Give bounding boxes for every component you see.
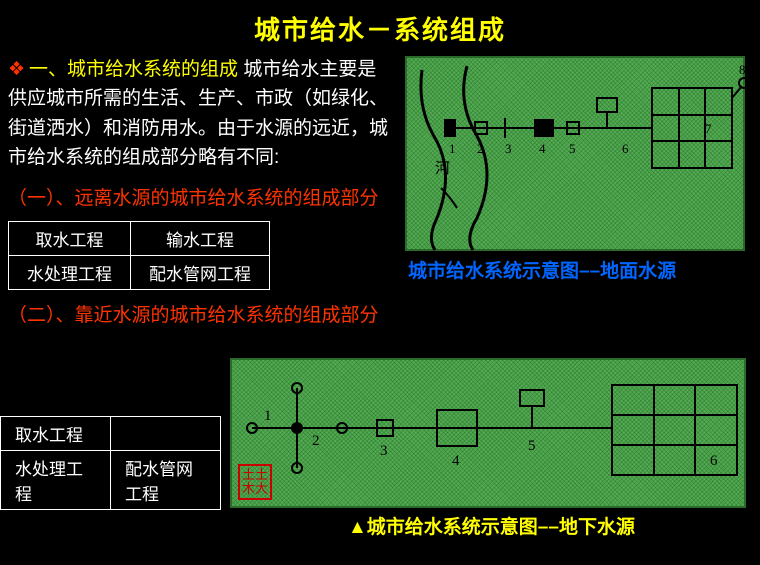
table-cell: 取水工程 <box>9 222 131 256</box>
d2-label-2: 2 <box>312 433 320 449</box>
d1-label-1: 1 <box>449 141 456 156</box>
d2-label-6: 6 <box>710 453 718 469</box>
table-cell: 输水工程 <box>131 222 270 256</box>
d1-label-4: 4 <box>539 141 546 156</box>
table-row: 取水工程 输水工程 <box>9 222 270 256</box>
table-row: 水处理工程 配水管网工程 <box>9 256 270 290</box>
diagram-ground-water: 1 2 3 4 5 6 土土木大 <box>230 358 746 508</box>
table-row: 取水工程 <box>1 417 221 451</box>
diagram1-caption: 城市给水系统示意图––地面水源 <box>408 256 738 283</box>
diagram1-svg: 1 2 3 4 5 6 7 8 河 <box>407 58 747 253</box>
d1-river-label: 河 <box>435 160 450 177</box>
table-cell: 配水管网工程 <box>111 451 221 510</box>
table-cell: 取水工程 <box>1 417 111 451</box>
table-cell: 水处理工程 <box>1 451 111 510</box>
d1-label-6: 6 <box>622 141 629 156</box>
d2-label-4: 4 <box>452 453 460 469</box>
table-row: 水处理工程 配水管网工程 <box>1 451 221 510</box>
intro-heading: 一、城市给水系统的组成 <box>29 59 238 80</box>
section1-heading: （一）、远离水源的城市给水系统的组成部分 <box>8 185 393 214</box>
table-cell: 配水管网工程 <box>131 256 270 290</box>
table-cell: 水处理工程 <box>9 256 131 290</box>
d1-label-3: 3 <box>505 141 512 156</box>
left-column: ❖一、城市给水系统的组成 城市给水主要是供应城市所需的生活、生产、市政（如绿化、… <box>8 55 393 331</box>
diagram-surface-water: 1 2 3 4 5 6 7 8 河 <box>405 56 745 251</box>
diagram2-svg: 1 2 3 4 5 6 <box>232 360 748 510</box>
d1-label-2: 2 <box>477 141 484 156</box>
d1-label-7: 7 <box>705 121 712 136</box>
stamp-mark: 土土木大 <box>238 464 272 500</box>
d2-label-5: 5 <box>528 438 536 454</box>
section2-heading: （二）、靠近水源的城市给水系统的组成部分 <box>8 302 393 331</box>
diagram2-caption: ▲城市给水系统示意图––地下水源 <box>348 512 748 539</box>
d2-label-3: 3 <box>380 443 388 459</box>
d2-label-1: 1 <box>264 408 272 424</box>
table-cell <box>111 417 221 451</box>
intro-paragraph: ❖一、城市给水系统的组成 城市给水主要是供应城市所需的生活、生产、市政（如绿化、… <box>8 55 393 173</box>
d1-label-5: 5 <box>569 141 576 156</box>
slide-title: 城市给水－系统组成 <box>0 0 760 52</box>
section2-table: 取水工程 水处理工程 配水管网工程 <box>0 416 221 510</box>
d1-label-8: 8 <box>739 62 746 77</box>
bullet-icon: ❖ <box>8 59 25 80</box>
section1-table: 取水工程 输水工程 水处理工程 配水管网工程 <box>8 221 270 290</box>
